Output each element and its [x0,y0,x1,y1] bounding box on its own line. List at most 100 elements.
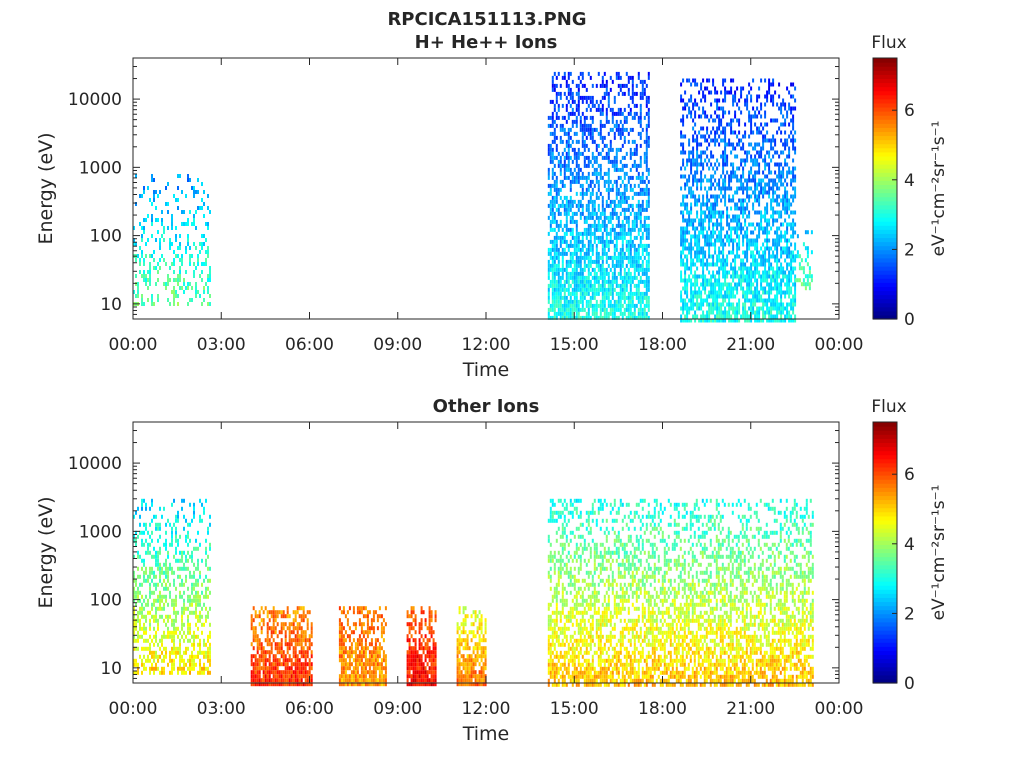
spectrogram-cell [583,163,586,168]
spectrogram-cell [617,271,620,276]
spectrogram-cell [730,170,733,175]
spectrogram-cell [722,82,725,87]
spectrogram-cell [205,650,207,655]
spectrogram-cell [641,175,644,180]
spectrogram-cell [587,123,590,128]
spectrogram-cell [195,594,197,599]
spectrogram-cell [167,586,169,591]
spectrogram-cell [587,103,590,108]
x-tick-label: 12:00 [462,335,511,355]
spectrogram-cell [645,235,648,240]
spectrogram-cell [738,222,741,227]
colorbar-title: Flux [871,33,906,53]
spectrogram-cell [183,590,185,595]
spectrogram-cell [784,206,787,211]
spectrogram-cell [199,642,201,647]
spectrogram-cell [183,278,185,282]
spectrogram-cell [615,151,618,156]
spectrogram-cell [694,130,697,135]
spectrogram-cell [250,622,253,627]
spectrogram-cell [165,582,167,587]
spectrogram-cell [758,198,761,203]
spectrogram-cell [615,111,618,116]
spectrogram-cell [760,154,763,159]
spectrogram-cell [603,291,606,296]
spectrogram-cell [734,306,737,311]
spectrogram-cell [195,546,197,551]
spectrogram-cell [682,286,685,291]
spectrogram-cell [557,103,560,108]
spectrogram-cell [167,566,169,571]
spectrogram-cell [643,215,646,220]
spectrogram-cell [744,306,747,311]
spectrogram-cell [621,275,624,280]
spectrogram-cell [577,315,580,320]
spectrogram-cell [183,610,185,615]
spectrogram-cell [788,154,791,159]
spectrogram-cell [605,291,608,296]
spectrogram-cell [195,614,197,619]
spectrogram-cell [637,291,640,296]
spectrogram-cell [621,287,624,292]
colorbar-segment [873,204,897,210]
spectrogram-cell [744,254,747,259]
spectrogram-cell [740,86,743,91]
spectrogram-cell [627,219,630,224]
spectrogram-cell [159,246,161,250]
spectrogram-cell [191,590,193,595]
spectrogram-cell [704,290,707,295]
colorbar-segment [873,106,897,112]
spectrogram-cell [189,658,191,663]
spectrogram-cell [167,570,169,575]
spectrogram-cell [557,203,560,208]
spectrogram-cell [161,594,163,599]
spectrogram-cell [141,558,143,563]
spectrogram-cell [712,318,715,323]
spectrogram-cell [742,294,745,299]
spectrogram-cell [611,115,614,120]
spectrogram-cell [643,219,646,224]
spectrogram-cell [770,302,773,307]
colorbar-segment [873,86,897,92]
spectrogram-cell [690,254,693,259]
spectrogram-cell [732,166,735,171]
spectrogram-cell [185,194,187,198]
spectrogram-cell [593,219,596,224]
spectrogram-cell [720,282,723,287]
spectrogram-cell [754,262,757,267]
spectrogram-cell [629,299,632,304]
spectrogram-cell [569,91,572,96]
spectrogram-cell [141,646,143,651]
spectrogram-cell [627,303,630,308]
spectrogram-cell [145,646,147,651]
spectrogram-cell [623,279,626,284]
spectrogram-cell [601,295,604,300]
spectrogram-cell [591,99,594,104]
spectrogram-cell [575,171,578,176]
spectrogram-cell [776,310,779,315]
spectrogram-cell [780,198,783,203]
spectrogram-cell [137,566,139,571]
spectrogram-cell [700,298,703,303]
spectrogram-cell [629,291,632,296]
spectrogram-cell [788,262,791,267]
spectrogram-cell [577,263,580,268]
spectrogram-cell [627,299,630,304]
spectrogram-cell [593,259,596,264]
spectrogram-cell [579,215,582,220]
spectrogram-cell [796,254,799,259]
spectrogram-cell [746,250,749,255]
spectrogram-cell [740,202,743,207]
spectrogram-cell [569,307,572,312]
spectrogram-cell [165,598,167,603]
spectrogram-cell [808,274,811,279]
spectrogram-cell [732,170,735,175]
spectrogram-cell [694,314,697,319]
spectrogram-cell [780,238,783,243]
spectrogram-cell [645,315,648,320]
spectrogram-cell [595,215,598,220]
spectrogram-cell [752,270,755,275]
spectrogram-cell [195,654,197,659]
spectrogram-cell [137,282,139,286]
spectrogram-cell [139,610,141,615]
